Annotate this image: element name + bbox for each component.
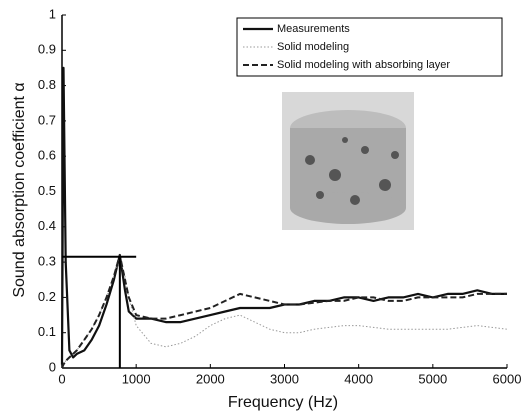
y-tick-label: 0.9	[38, 42, 56, 57]
y-tick-label: 0.1	[38, 324, 56, 339]
legend-label: Solid modeling	[277, 41, 349, 53]
x-tick-label: 1000	[122, 371, 151, 386]
y-tick-label: 0.6	[38, 148, 56, 163]
x-tick-label: 2000	[196, 371, 225, 386]
y-tick-label: 0.2	[38, 289, 56, 304]
x-tick-label: 4000	[344, 371, 373, 386]
y-axis-label: Sound absorption coefficient α	[11, 82, 28, 297]
legend-label: Measurements	[277, 23, 350, 35]
x-tick-label: 5000	[418, 371, 447, 386]
y-tick-label: 0.8	[38, 77, 56, 92]
x-tick-label: 6000	[493, 371, 522, 386]
x-tick-label: 3000	[270, 371, 299, 386]
x-axis-label: Frequency (Hz)	[228, 394, 338, 411]
x-tick-label: 0	[58, 371, 65, 386]
legend: Measurements Solid modeling Solid modeling…	[236, 17, 503, 77]
series-line	[61, 254, 507, 369]
inset-photo	[282, 92, 414, 230]
legend-label: Solid modeling with absorbing layer	[277, 59, 450, 71]
y-tick-label: 0.4	[38, 218, 56, 233]
series-line	[60, 66, 507, 365]
y-tick-label: 0.7	[38, 112, 56, 127]
y-tick-label: 0	[49, 359, 56, 374]
y-tick-label: 0.3	[38, 254, 56, 269]
legend-box	[236, 17, 503, 77]
series-line	[61, 258, 508, 369]
y-tick-label: 1	[49, 6, 56, 21]
y-tick-label: 0.5	[38, 183, 56, 198]
